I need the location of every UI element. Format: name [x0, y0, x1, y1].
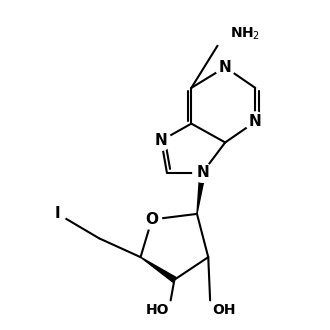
- Text: N: N: [249, 114, 262, 129]
- Polygon shape: [141, 257, 176, 282]
- Text: N: N: [155, 133, 168, 148]
- Text: N: N: [196, 165, 209, 180]
- Circle shape: [212, 20, 238, 47]
- Circle shape: [246, 112, 265, 132]
- Circle shape: [215, 57, 235, 77]
- Circle shape: [50, 206, 66, 222]
- Text: HO: HO: [145, 303, 169, 317]
- Text: I: I: [55, 206, 61, 221]
- Polygon shape: [197, 172, 205, 214]
- Text: O: O: [145, 212, 158, 227]
- Circle shape: [142, 210, 162, 229]
- Text: N: N: [219, 60, 232, 75]
- Text: NH$_2$: NH$_2$: [230, 25, 260, 42]
- Circle shape: [193, 163, 213, 182]
- Circle shape: [151, 131, 171, 150]
- Text: OH: OH: [212, 303, 236, 317]
